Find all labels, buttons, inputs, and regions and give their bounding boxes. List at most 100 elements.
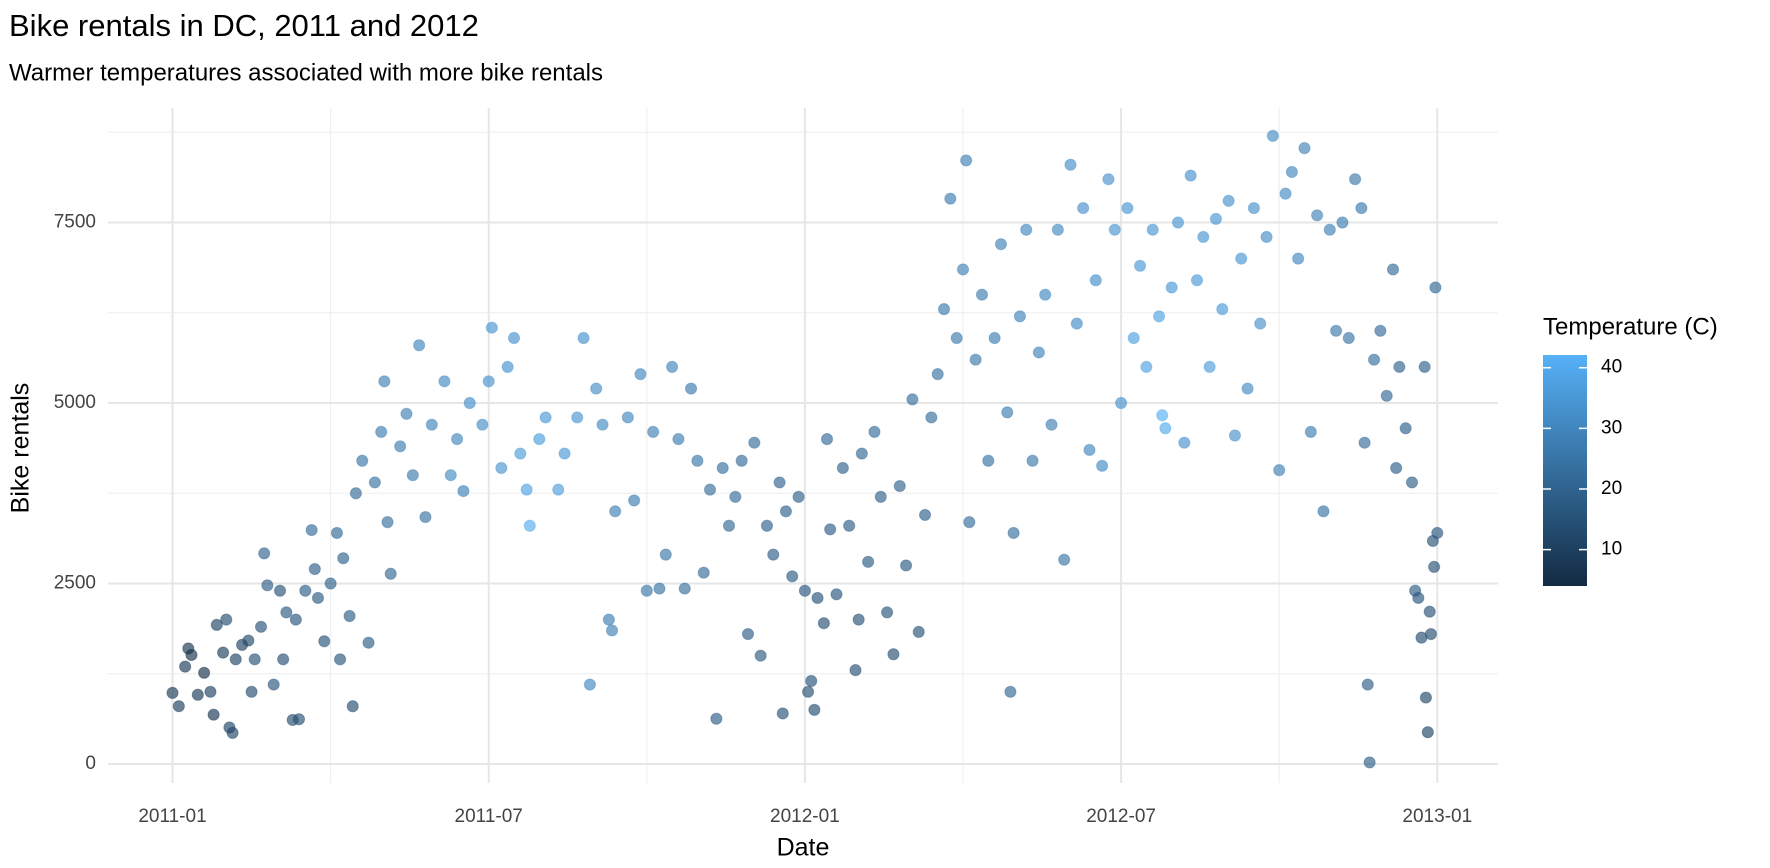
point [994, 238, 1008, 251]
point [672, 433, 685, 446]
point [843, 519, 856, 532]
legend-tick-label: 10 [1601, 539, 1622, 560]
point [969, 353, 982, 366]
point [609, 505, 622, 518]
point [289, 613, 302, 626]
point [640, 584, 653, 597]
point [308, 562, 321, 576]
point [305, 523, 318, 537]
point [482, 375, 495, 388]
point [1418, 360, 1431, 374]
point [1171, 216, 1185, 229]
point [1323, 223, 1336, 236]
y-tick-label: 7500 [54, 212, 96, 233]
point [1298, 142, 1311, 155]
legend-tick-label: 40 [1601, 357, 1622, 378]
point [1386, 263, 1400, 276]
point [1393, 360, 1406, 374]
point [1156, 409, 1169, 422]
point [571, 411, 584, 424]
point [748, 436, 761, 449]
point [1412, 591, 1425, 605]
point [1419, 691, 1433, 704]
point [1285, 165, 1298, 179]
point [1348, 173, 1362, 186]
point [413, 339, 426, 352]
point [801, 685, 815, 698]
point [1374, 324, 1387, 337]
point [333, 653, 347, 666]
point [337, 552, 350, 565]
point [944, 192, 957, 205]
point [267, 678, 280, 691]
point [1083, 443, 1096, 457]
point [318, 635, 331, 648]
point [1216, 303, 1229, 316]
point [1013, 310, 1027, 323]
point [1026, 454, 1039, 467]
point [776, 707, 789, 720]
point [1279, 187, 1292, 200]
point [1020, 223, 1033, 236]
point [254, 620, 268, 633]
point [836, 461, 849, 475]
point [1058, 553, 1071, 566]
point [1077, 201, 1090, 215]
point [1241, 382, 1254, 395]
point [590, 382, 603, 395]
point [1051, 223, 1064, 236]
legend: 10 20 30 40 [1543, 355, 1622, 586]
point [400, 407, 413, 420]
point [583, 678, 596, 691]
point [207, 708, 220, 721]
point [378, 375, 391, 388]
point [1032, 346, 1045, 359]
point [463, 396, 476, 410]
point [450, 433, 464, 446]
point [1429, 281, 1442, 294]
point [950, 331, 963, 345]
point [767, 548, 780, 561]
point [862, 555, 875, 568]
point [779, 505, 793, 518]
chart-title: Bike rentals in DC, 2011 and 2012 [9, 8, 479, 43]
point [817, 617, 830, 630]
point [975, 288, 989, 301]
point [684, 382, 698, 395]
point [261, 579, 274, 592]
point [912, 625, 925, 638]
point [754, 649, 767, 662]
point [881, 606, 894, 619]
point [1358, 436, 1371, 449]
point [495, 461, 508, 475]
point [299, 584, 312, 597]
point [1096, 459, 1109, 472]
point [216, 646, 230, 659]
point [425, 418, 438, 431]
point [166, 686, 179, 699]
point [906, 393, 919, 406]
point [248, 653, 261, 666]
point [1361, 678, 1374, 691]
point [678, 582, 691, 595]
point [210, 618, 223, 631]
point [1342, 331, 1355, 345]
point [476, 418, 489, 431]
point [343, 609, 356, 623]
point [520, 483, 533, 496]
point [1140, 360, 1153, 374]
point [602, 613, 615, 626]
point [596, 418, 609, 431]
point [1039, 288, 1052, 301]
point [1045, 418, 1058, 431]
point [324, 577, 337, 590]
point [362, 636, 375, 649]
point [621, 411, 634, 424]
point [242, 634, 255, 647]
point [1254, 317, 1267, 330]
point [1317, 505, 1330, 518]
point [820, 433, 834, 446]
point [1311, 209, 1324, 222]
point [1424, 627, 1438, 641]
point [1260, 230, 1273, 244]
